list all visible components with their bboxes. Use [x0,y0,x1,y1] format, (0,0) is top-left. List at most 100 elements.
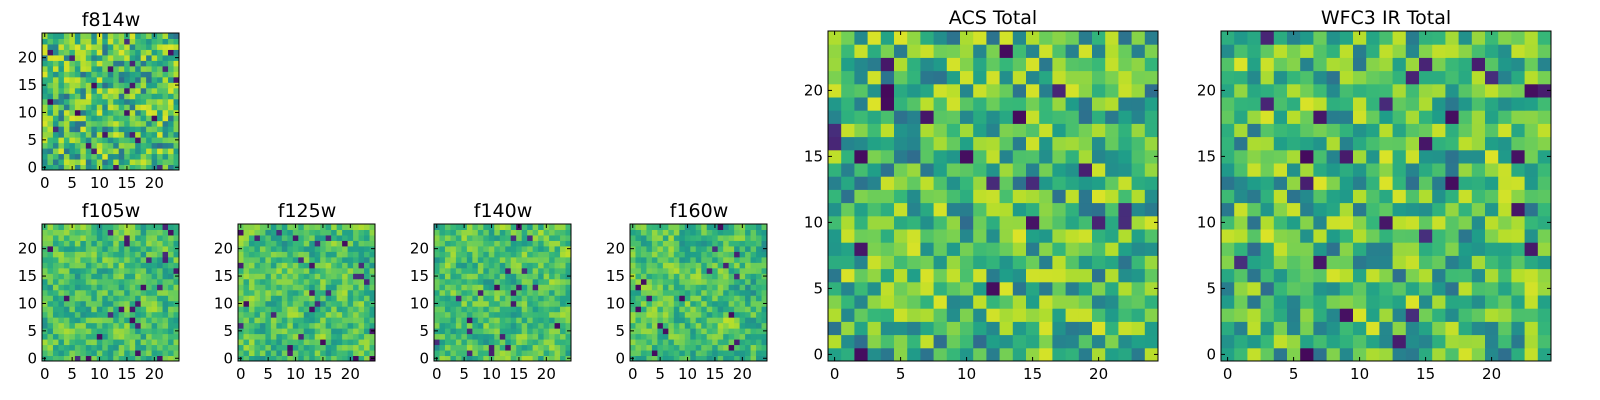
heatmap-cell [74,256,81,263]
heatmap-cell [124,284,131,291]
heatmap-cell [516,278,523,285]
heatmap-cell [841,242,855,256]
heatmap-cell [364,306,371,313]
heatmap-cell [455,295,462,302]
heatmap-cell [146,49,153,56]
heatmap-cell [1300,334,1314,349]
heatmap-cell [298,229,305,236]
heatmap-cell [314,311,321,318]
heatmap-cell [1260,242,1275,256]
heatmap-cell [1118,308,1133,322]
heatmap-cell [739,273,746,280]
y-tick-label: 20 [18,240,37,258]
heatmap-cell [118,355,125,362]
heatmap-cell [543,322,550,329]
heatmap-cell [168,229,175,236]
heatmap-cell [841,255,855,270]
heatmap-cell [1471,110,1486,124]
heatmap-cell [80,234,87,241]
heatmap-cell [314,278,321,285]
heatmap-cell [662,355,669,362]
heatmap-cell [1221,136,1235,151]
heatmap-cell [157,82,164,89]
heatmap-cell [854,215,869,230]
heatmap-cell [1105,229,1119,243]
heatmap-cell [140,131,147,138]
heatmap-cell [1432,44,1446,58]
heatmap-cell [907,83,921,98]
heatmap-cell [549,350,556,357]
heatmap-cell [854,255,869,270]
heatmap-cell [69,295,76,302]
heatmap-cell [151,234,158,241]
heatmap-cell [1471,281,1486,296]
heatmap-cell [1485,202,1499,217]
heatmap-cell [1221,334,1235,349]
heatmap-cell [80,355,87,362]
heatmap-cell [1131,202,1146,217]
heatmap-cell [554,278,561,285]
heatmap-cell [1445,97,1460,111]
heatmap-cell [1537,110,1552,124]
heatmap-cell [450,317,457,324]
heatmap-cell [499,295,506,302]
heatmap-cell [74,115,81,122]
heatmap-cell [1234,229,1248,243]
heatmap-cell [1392,321,1407,336]
heatmap-cell [1012,308,1027,322]
heatmap-cell [565,251,572,258]
heatmap-cell [42,65,48,72]
heatmap-cell [701,273,708,280]
heatmap-cell [69,131,76,138]
heatmap-cell [63,43,70,50]
heatmap-cell [1471,308,1486,322]
heatmap-cell [973,110,987,124]
heatmap-cell [1366,110,1380,124]
heatmap-cell [1353,149,1367,164]
heatmap-cell [96,344,103,351]
heatmap-cell [358,355,365,362]
heatmap-cell [292,273,299,280]
heatmap-cell [52,71,59,78]
heatmap-cell [80,71,87,78]
heatmap-cell [1511,242,1526,256]
heatmap-cell [1485,83,1499,98]
heatmap-cell [292,328,299,335]
heatmap-cell [1524,31,1539,45]
heatmap-cell [102,131,109,138]
heatmap-cell [168,164,175,171]
heatmap-cell [124,87,131,94]
heatmap-cell [933,347,948,362]
heatmap-cell [712,350,719,357]
heatmap-cell [135,115,142,122]
heatmap-cell [52,164,59,171]
heatmap-cell [96,98,103,105]
heatmap-cell [554,251,561,258]
heatmap-cell [1392,242,1407,256]
heatmap-cell [69,339,76,346]
heatmap-cell [960,149,974,164]
heatmap-cell [1260,321,1275,336]
heatmap-cell [999,149,1014,164]
heatmap-cell [894,110,908,124]
heatmap-cell [80,251,87,258]
heatmap-cell [140,256,147,263]
heatmap-cell [124,43,131,50]
heatmap-cell [91,256,98,263]
heatmap-cell [238,311,244,318]
heatmap-cell [270,278,277,285]
heatmap-cell [113,311,120,318]
heatmap-cell [58,229,65,236]
heatmap-cell [259,251,266,258]
heatmap-cell [439,317,446,324]
heatmap-cell [1339,347,1354,362]
heatmap-cell [1131,83,1146,98]
heatmap-cell [1078,163,1093,177]
heatmap-cell [1247,176,1262,190]
heatmap-cell [630,333,636,340]
heatmap-cell [107,295,114,302]
heatmap-cell [1353,31,1367,45]
heatmap-cell [538,229,545,236]
heatmap-cell [102,76,109,83]
heatmap-cell [1419,295,1433,309]
